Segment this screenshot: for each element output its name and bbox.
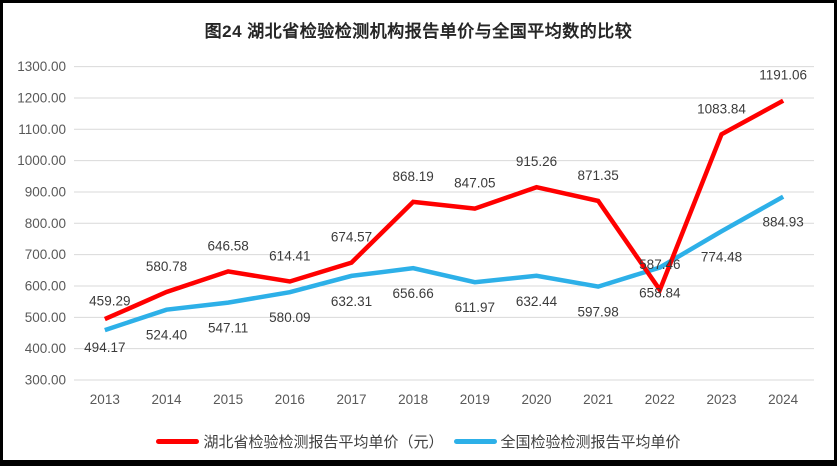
svg-text:774.48: 774.48 (701, 249, 742, 264)
national-series-swatch (453, 439, 497, 444)
svg-text:674.57: 674.57 (331, 230, 372, 245)
svg-text:611.97: 611.97 (455, 300, 495, 315)
svg-text:2023: 2023 (706, 392, 736, 407)
svg-text:300.00: 300.00 (25, 373, 66, 388)
svg-text:2016: 2016 (275, 392, 305, 407)
svg-text:2017: 2017 (336, 392, 366, 407)
svg-text:2019: 2019 (460, 392, 490, 407)
hubei-series-swatch (156, 439, 200, 444)
svg-text:2013: 2013 (90, 392, 120, 407)
svg-text:587.46: 587.46 (639, 257, 680, 272)
legend-item-national: 全国检验检测报告平均单价 (453, 431, 681, 452)
svg-text:500.00: 500.00 (25, 310, 66, 325)
svg-text:632.44: 632.44 (516, 294, 558, 309)
svg-text:597.98: 597.98 (578, 305, 619, 320)
svg-text:915.26: 915.26 (516, 154, 557, 169)
hubei-series-label: 湖北省检验检测报告平均单价（元） (203, 434, 444, 451)
svg-text:600.00: 600.00 (25, 278, 66, 293)
svg-text:632.31: 632.31 (331, 294, 372, 309)
svg-text:900.00: 900.00 (25, 184, 66, 199)
svg-text:1191.06: 1191.06 (759, 68, 807, 83)
svg-text:656.66: 656.66 (393, 286, 434, 301)
svg-text:871.35: 871.35 (578, 168, 619, 183)
svg-text:494.17: 494.17 (84, 340, 125, 355)
svg-text:614.41: 614.41 (269, 248, 310, 263)
svg-text:2018: 2018 (398, 392, 428, 407)
svg-text:2015: 2015 (213, 392, 243, 407)
svg-text:524.40: 524.40 (146, 328, 187, 343)
svg-text:884.93: 884.93 (763, 215, 804, 230)
chart-legend: 湖北省检验检测报告平均单价（元） 全国检验检测报告平均单价 (3, 431, 834, 452)
national-series-label: 全国检验检测报告平均单价 (500, 434, 681, 451)
svg-text:1100.00: 1100.00 (18, 122, 66, 137)
svg-text:800.00: 800.00 (25, 216, 66, 231)
chart-title: 图24 湖北省检验检测机构报告单价与全国平均数的比较 (204, 22, 633, 41)
svg-text:2021: 2021 (583, 392, 613, 407)
svg-text:868.19: 868.19 (393, 169, 434, 184)
svg-text:2020: 2020 (521, 392, 551, 407)
svg-text:658.84: 658.84 (639, 286, 681, 301)
svg-text:1000.00: 1000.00 (17, 153, 66, 168)
svg-text:2022: 2022 (645, 392, 675, 407)
svg-text:2014: 2014 (151, 392, 182, 407)
svg-text:580.78: 580.78 (146, 259, 187, 274)
svg-text:547.11: 547.11 (208, 321, 248, 336)
svg-text:400.00: 400.00 (25, 341, 66, 356)
svg-text:580.09: 580.09 (269, 310, 310, 325)
svg-text:2024: 2024 (768, 392, 799, 407)
svg-text:1200.00: 1200.00 (17, 90, 66, 105)
line-chart-plot-area: 300.00 400.00 500.00 600.00 700.00 800.00 900.… (17, 59, 814, 407)
svg-text:700.00: 700.00 (25, 247, 66, 262)
svg-text:1300.00: 1300.00 (17, 59, 66, 74)
svg-text:459.29: 459.29 (89, 294, 130, 309)
svg-text:1083.84: 1083.84 (697, 101, 746, 116)
svg-text:847.05: 847.05 (454, 176, 495, 191)
legend-item-hubei: 湖北省检验检测报告平均单价（元） (156, 431, 444, 452)
svg-text:646.58: 646.58 (208, 238, 249, 253)
